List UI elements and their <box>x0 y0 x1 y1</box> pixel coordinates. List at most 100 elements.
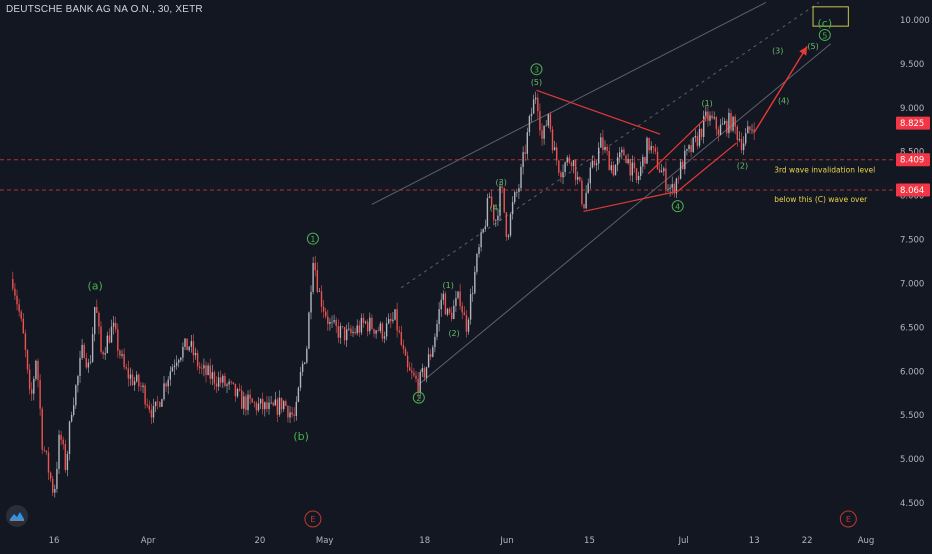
wave-label-text: (a) <box>88 280 103 293</box>
candle-347 <box>740 132 743 154</box>
candle-125 <box>274 391 277 406</box>
candle-body <box>703 115 705 137</box>
candle-body <box>423 368 426 378</box>
candle-body <box>736 126 739 140</box>
price-tag-0: 8.825 <box>896 116 930 130</box>
candle-98 <box>217 371 220 391</box>
candle-27 <box>68 420 71 461</box>
x-tick-label-3: May <box>316 536 334 546</box>
candle-210 <box>453 299 455 320</box>
price-axis[interactable]: 4.500 5.000 5.500 6.000 6.500 7.000 7.500 8.000… <box>896 16 930 509</box>
candle-150 <box>327 309 329 331</box>
wave-label-circle <box>818 28 831 41</box>
candle-body <box>742 143 745 151</box>
tradingview-logo[interactable] <box>6 505 28 527</box>
wave-label-circle <box>306 232 319 245</box>
candle-body <box>446 308 449 315</box>
candle-body <box>41 408 43 450</box>
candle-108 <box>238 383 241 392</box>
candle-body <box>199 366 201 369</box>
candle-198 <box>427 347 430 368</box>
candle-12 <box>37 358 39 388</box>
candle-137 <box>299 366 302 392</box>
candle-body <box>117 329 119 351</box>
candle-body <box>119 350 121 356</box>
candle-body <box>205 365 207 375</box>
candle-body <box>566 157 568 163</box>
candle-body <box>476 254 478 272</box>
candle-90 <box>201 363 203 375</box>
candle-118 <box>259 398 262 410</box>
candle-174 <box>377 326 379 332</box>
candle-85 <box>190 335 193 353</box>
candle-113 <box>249 389 251 405</box>
horizontal-levels <box>0 159 893 191</box>
candle-body <box>356 325 358 334</box>
candle-body <box>108 335 111 343</box>
candle-117 <box>257 397 260 413</box>
candle-308 <box>658 164 661 173</box>
wave-label-text: (4) <box>490 204 501 213</box>
candle-66 <box>150 403 153 425</box>
candle-168 <box>364 320 367 325</box>
y-tick-label-10: 9.500 <box>900 60 924 70</box>
candle-body <box>190 341 193 347</box>
candle-body <box>505 212 508 237</box>
candle-body <box>293 414 295 416</box>
candle-89 <box>199 361 201 374</box>
candle-0 <box>12 271 14 292</box>
candle-97 <box>215 376 218 393</box>
candle-333 <box>711 110 713 120</box>
candle-320 <box>684 144 686 175</box>
candle-230 <box>495 219 497 228</box>
candle-body <box>85 357 88 368</box>
candle-body <box>333 320 335 322</box>
candle-body <box>377 330 379 332</box>
candle-302 <box>646 136 648 164</box>
candle-body <box>213 372 216 384</box>
candle-114 <box>251 397 253 403</box>
candle-body <box>488 196 491 199</box>
candle-88 <box>196 349 199 371</box>
candle-72 <box>163 375 165 401</box>
level-notes: 3rd wave invalidation level below this (C… <box>774 166 875 204</box>
candle-326 <box>696 132 699 150</box>
candle-body <box>442 293 445 300</box>
wave-label-9: (5) <box>531 78 542 87</box>
time-axis[interactable]: 16 Apr 20 May 18 Jun 15 Jul 13 22 Aug <box>49 536 875 546</box>
candle-body <box>264 402 266 410</box>
candle-body <box>583 204 585 209</box>
candle-123 <box>270 395 272 405</box>
candle-body <box>501 186 503 188</box>
candle-body <box>314 262 316 271</box>
candle-86 <box>192 334 195 363</box>
candle-67 <box>152 398 155 423</box>
candle-340 <box>726 119 728 137</box>
wave-label-text: 2 <box>416 394 421 403</box>
candle-193 <box>417 371 419 399</box>
candle-3 <box>18 298 20 317</box>
candle-293 <box>627 153 629 165</box>
candle-body <box>226 384 228 386</box>
candle-322 <box>688 144 690 153</box>
candle-body <box>343 326 346 341</box>
wave-label-text: (5) <box>531 78 542 87</box>
candle-75 <box>169 366 172 386</box>
candle-330 <box>705 104 707 122</box>
candle-256 <box>549 111 552 133</box>
candle-315 <box>673 181 676 198</box>
candle-143 <box>312 256 314 295</box>
candle-body <box>642 156 644 167</box>
candle-262 <box>562 164 564 185</box>
candle-331 <box>707 106 709 127</box>
candle-body <box>341 326 344 327</box>
candle-155 <box>337 319 340 343</box>
candle-body <box>570 162 573 167</box>
candle-body <box>56 468 58 489</box>
candle-body <box>656 151 659 170</box>
candle-body <box>593 160 596 166</box>
candle-body <box>631 162 634 176</box>
